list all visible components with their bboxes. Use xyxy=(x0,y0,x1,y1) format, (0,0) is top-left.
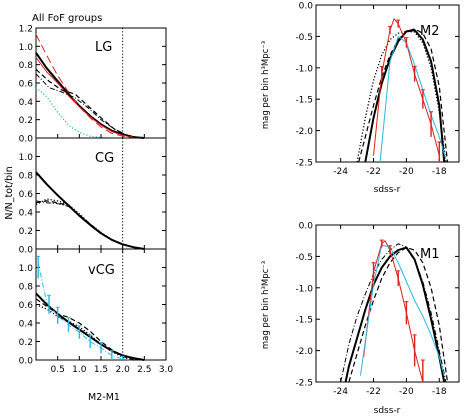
panel-m1-label: M1 xyxy=(420,247,440,262)
m2-xtick-label: -22 xyxy=(366,167,381,177)
m1-series-2-line xyxy=(340,243,447,383)
cg-ytick-label: 1.0 xyxy=(19,153,34,163)
panel-m2-label: M2 xyxy=(420,24,440,39)
m2-ytick-label: -0.5 xyxy=(295,33,313,43)
panel-cg: CG 0.0 0.2 0.4 0.6 0.8 1.0 xyxy=(19,137,167,256)
vcg-xtick-label: 2.5 xyxy=(137,365,151,375)
m1-xtick-label: -18 xyxy=(432,387,447,397)
m2-ytick-label: -2.5 xyxy=(295,159,313,169)
cg-series-3-line xyxy=(35,200,145,250)
m2-series-2-line xyxy=(356,30,447,163)
lg-ytick-label: 0.4 xyxy=(19,98,34,108)
cg-ytick-label: 0.8 xyxy=(19,172,34,182)
vcg-xtick-label: 1.0 xyxy=(72,365,87,375)
panel-cg-label: CG xyxy=(95,151,114,166)
left-ylabel: N/N_tot/bin xyxy=(4,166,15,219)
m1-series-1-line xyxy=(348,247,449,383)
lg-series-1-line xyxy=(35,57,145,139)
vcg-ytick-label: 0.0 xyxy=(19,357,34,367)
panel-m1-ylabel: mag per bin h³Mpc⁻³ xyxy=(261,261,271,349)
m1-ytick-label: -1.0 xyxy=(295,284,313,294)
panel-m2-ylabel: mag per bin h³Mpc⁻³ xyxy=(261,41,271,129)
lg-series-5-line xyxy=(35,73,141,139)
lg-ytick-label: 0.0 xyxy=(19,135,34,145)
m2-xtick-label: -24 xyxy=(333,167,348,177)
m1-series-0-line xyxy=(344,246,446,383)
panel-m1-frame xyxy=(315,224,460,383)
vcg-xtick-label: 1.5 xyxy=(94,365,108,375)
panel-m1-xlabel: sdss-r xyxy=(374,406,401,416)
vcg-xtick-label: 0.5 xyxy=(51,365,65,375)
cg-ytick-label: 0.4 xyxy=(19,209,34,219)
panel-lg-label: LG xyxy=(95,40,112,55)
panel-m2-frame xyxy=(315,4,460,163)
vcg-series-2-line xyxy=(35,298,134,361)
lg-ytick-label: 0.2 xyxy=(19,116,33,126)
panel-m2-xlabel: sdss-r xyxy=(374,185,401,195)
m1-xtick-label: -22 xyxy=(366,387,381,397)
vcg-ytick-label: 0.8 xyxy=(19,283,34,293)
cg-series-0-line xyxy=(35,171,145,250)
lg-ytick-label: 1.0 xyxy=(19,43,34,53)
vcg-ytick-label: 0.4 xyxy=(19,320,34,330)
m2-ytick-label: 0.0 xyxy=(299,2,314,12)
m1-ytick-label: -0.5 xyxy=(295,253,313,263)
cg-ytick-label: 0.0 xyxy=(19,246,34,256)
m1-ytick-label: -1.5 xyxy=(295,316,313,326)
m2-series-3-line xyxy=(373,18,440,156)
vcg-series-1-line xyxy=(37,262,134,361)
lg-series-3-line xyxy=(35,87,112,139)
lg-series-2-line xyxy=(35,34,134,139)
vcg-ytick-label: 0.6 xyxy=(19,301,34,311)
m2-xtick-label: -18 xyxy=(432,167,447,177)
cg-ytick-label: 0.2 xyxy=(19,227,33,237)
panel-vcg: vCG 0.0 0.2 0.4 0.6 0.8 1.0 0.5 1.0 1.5 2.0 2.5 3.0 xyxy=(19,248,174,375)
cg-ytick-label: 0.6 xyxy=(19,190,34,200)
m2-series-0-line xyxy=(364,29,446,163)
m1-series-4-line xyxy=(359,244,445,376)
left-heading: All FoF groups xyxy=(32,13,102,24)
lg-series-4-line xyxy=(35,68,141,139)
m2-ytick-label: -1.0 xyxy=(295,64,313,74)
panel-vcg-label: vCG xyxy=(88,263,115,278)
lg-ytick-label: 0.8 xyxy=(19,61,34,71)
m2-ytick-label: -2.0 xyxy=(295,127,313,137)
vcg-series-0-line xyxy=(35,292,145,361)
m1-xtick-label: -20 xyxy=(399,387,414,397)
m1-ytick-label: -2.5 xyxy=(295,379,313,389)
vcg-ytick-label: 0.2 xyxy=(19,338,33,348)
left-xlabel: M2-M1 xyxy=(88,392,120,403)
lg-series-0-line xyxy=(35,52,145,139)
lg-ytick-label: 1.2 xyxy=(19,25,33,35)
m1-ytick-label: -2.0 xyxy=(295,347,313,357)
lg-ytick-label: 0.6 xyxy=(19,80,34,90)
m2-xtick-label: -20 xyxy=(399,167,414,177)
panel-lg: LG 0.0 0.2 0.4 0.6 0.8 1.0 1.2 xyxy=(19,25,167,145)
m2-series-1-line xyxy=(358,28,449,163)
m1-ytick-label: 0.0 xyxy=(299,222,314,232)
panel-m2: M2 mag per bin h³Mpc⁻³ sdss-r -2.5 -2.0 -1… xyxy=(261,2,460,195)
m2-ytick-label: -1.5 xyxy=(295,96,313,106)
vcg-xtick-label: 2.0 xyxy=(116,365,131,375)
panel-m1: M1 mag per bin h³Mpc⁻³ sdss-r -2.5 -2.0 -1… xyxy=(261,222,460,416)
vcg-ytick-label: 1.0 xyxy=(19,264,34,274)
vcg-xtick-label: 3.0 xyxy=(159,365,174,375)
m2-series-4-line xyxy=(379,35,447,163)
m1-xtick-label: -24 xyxy=(333,387,348,397)
